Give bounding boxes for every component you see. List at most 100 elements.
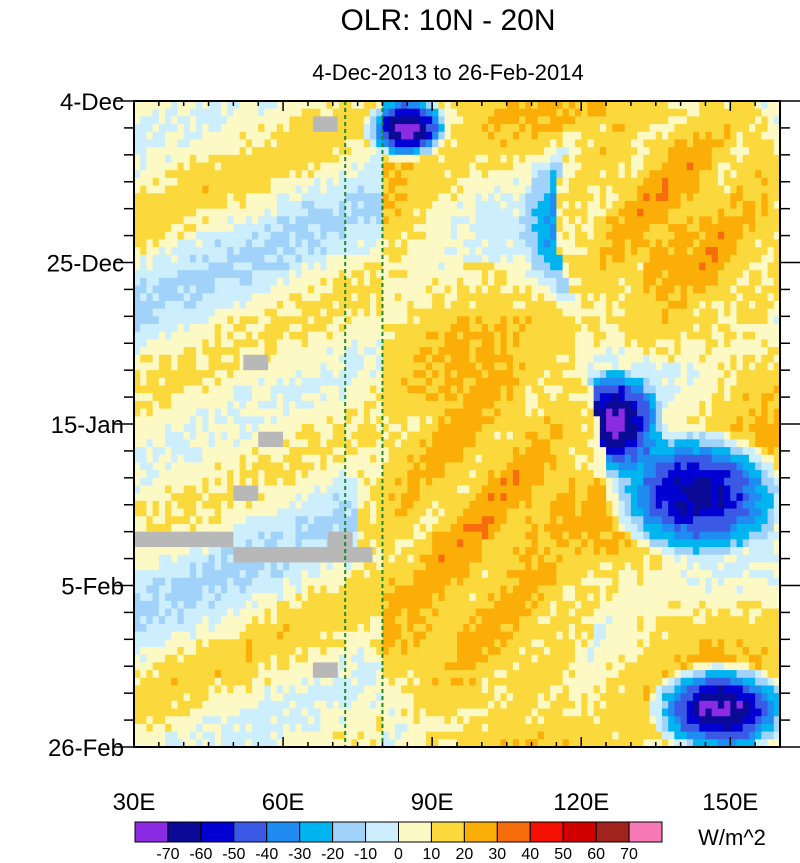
- heat-cell: [183, 385, 191, 394]
- heat-cell: [693, 308, 700, 317]
- heat-cell: [705, 131, 713, 141]
- heat-cell: [413, 308, 421, 317]
- heat-cell: [457, 347, 464, 356]
- heat-cell: [140, 416, 148, 425]
- heat-cell: [680, 200, 688, 210]
- heat-cell: [214, 308, 222, 317]
- heat-cell: [624, 277, 632, 287]
- heat-cell: [655, 339, 663, 348]
- heat-cell: [457, 431, 464, 440]
- heat-cell: [245, 254, 253, 264]
- heat-cell: [543, 454, 551, 464]
- heat-cell: [575, 277, 582, 287]
- heat-cell: [649, 462, 657, 471]
- heat-cell: [562, 447, 570, 456]
- heat-cell: [531, 185, 539, 194]
- heat-cell: [208, 277, 216, 287]
- heat-cell: [593, 262, 601, 271]
- heat-cell: [370, 339, 377, 348]
- heat-cell: [575, 385, 582, 394]
- heat-cell: [711, 254, 719, 264]
- heat-cell: [543, 285, 551, 294]
- heat-cell: [220, 400, 228, 410]
- heat-cell: [618, 285, 626, 294]
- heat-cell: [140, 200, 148, 210]
- heat-cell: [146, 254, 154, 264]
- heat-cell: [438, 324, 446, 333]
- heat-cell: [370, 270, 377, 279]
- heat-cell: [382, 347, 390, 356]
- heat-cell: [562, 116, 570, 125]
- heat-cell: [699, 177, 707, 187]
- heat-cell: [469, 393, 477, 402]
- heat-cell: [189, 262, 197, 271]
- heat-cell: [730, 208, 738, 217]
- heat-cell: [382, 200, 390, 210]
- heat-cell: [773, 300, 780, 310]
- heat-cell: [152, 116, 160, 125]
- heat-cell: [450, 354, 458, 364]
- heat-cell: [736, 262, 744, 271]
- heat-cell: [655, 347, 663, 356]
- heat-cell: [425, 162, 433, 171]
- heat-cell: [394, 424, 402, 433]
- heat-cell: [568, 262, 576, 271]
- heat-cell: [338, 116, 346, 125]
- heat-cell: [730, 408, 738, 417]
- heat-cell: [724, 231, 731, 241]
- heat-cell: [705, 185, 713, 194]
- heat-cell: [755, 362, 762, 371]
- heat-cell: [388, 377, 396, 387]
- heat-cell: [419, 347, 427, 356]
- heat-cell: [239, 108, 247, 117]
- heat-cell: [425, 147, 433, 156]
- heat-cell: [326, 254, 334, 264]
- heat-cell: [332, 193, 340, 202]
- heat-cell: [432, 208, 439, 217]
- heat-cell: [165, 439, 172, 448]
- heat-cell: [519, 300, 526, 310]
- heat-cell: [289, 170, 297, 179]
- heat-cell: [593, 454, 601, 464]
- heat-cell: [407, 177, 415, 187]
- heat-cell: [531, 108, 539, 117]
- heat-cell: [488, 101, 495, 110]
- heat-cell: [332, 462, 340, 471]
- heat-cell: [363, 308, 371, 317]
- heat-cell: [376, 400, 384, 410]
- heat-cell: [748, 154, 756, 164]
- heat-cell: [252, 339, 259, 348]
- heat-cell: [338, 400, 346, 410]
- heat-cell: [637, 262, 644, 271]
- heat-cell: [283, 339, 290, 348]
- heat-cell: [401, 224, 408, 233]
- heat-cell: [699, 131, 707, 141]
- heat-cell: [693, 116, 700, 125]
- heat-cell: [227, 354, 234, 364]
- heat-cell: [363, 200, 371, 210]
- heat-cell: [506, 354, 514, 364]
- heat-cell: [469, 185, 477, 194]
- heat-cell: [140, 439, 148, 448]
- heat-cell: [320, 324, 328, 333]
- heat-cell: [413, 393, 421, 402]
- heat-cell: [556, 116, 564, 125]
- heat-cell: [512, 208, 520, 217]
- heat-cell: [140, 393, 148, 402]
- heat-cell: [140, 347, 148, 356]
- heat-cell: [146, 431, 154, 440]
- heat-cell: [307, 339, 315, 348]
- heat-cell: [593, 270, 601, 279]
- heat-cell: [314, 177, 321, 187]
- heat-cell: [320, 147, 328, 156]
- heat-cell: [283, 200, 290, 210]
- heat-cell: [469, 439, 477, 448]
- heat-cell: [438, 239, 446, 248]
- heat-cell: [612, 124, 620, 133]
- heat-cell: [401, 139, 408, 148]
- heat-cell: [227, 370, 234, 379]
- heat-cell: [469, 416, 477, 425]
- heat-cell: [357, 200, 365, 210]
- heat-cell: [525, 101, 533, 110]
- heat-cell: [252, 124, 259, 133]
